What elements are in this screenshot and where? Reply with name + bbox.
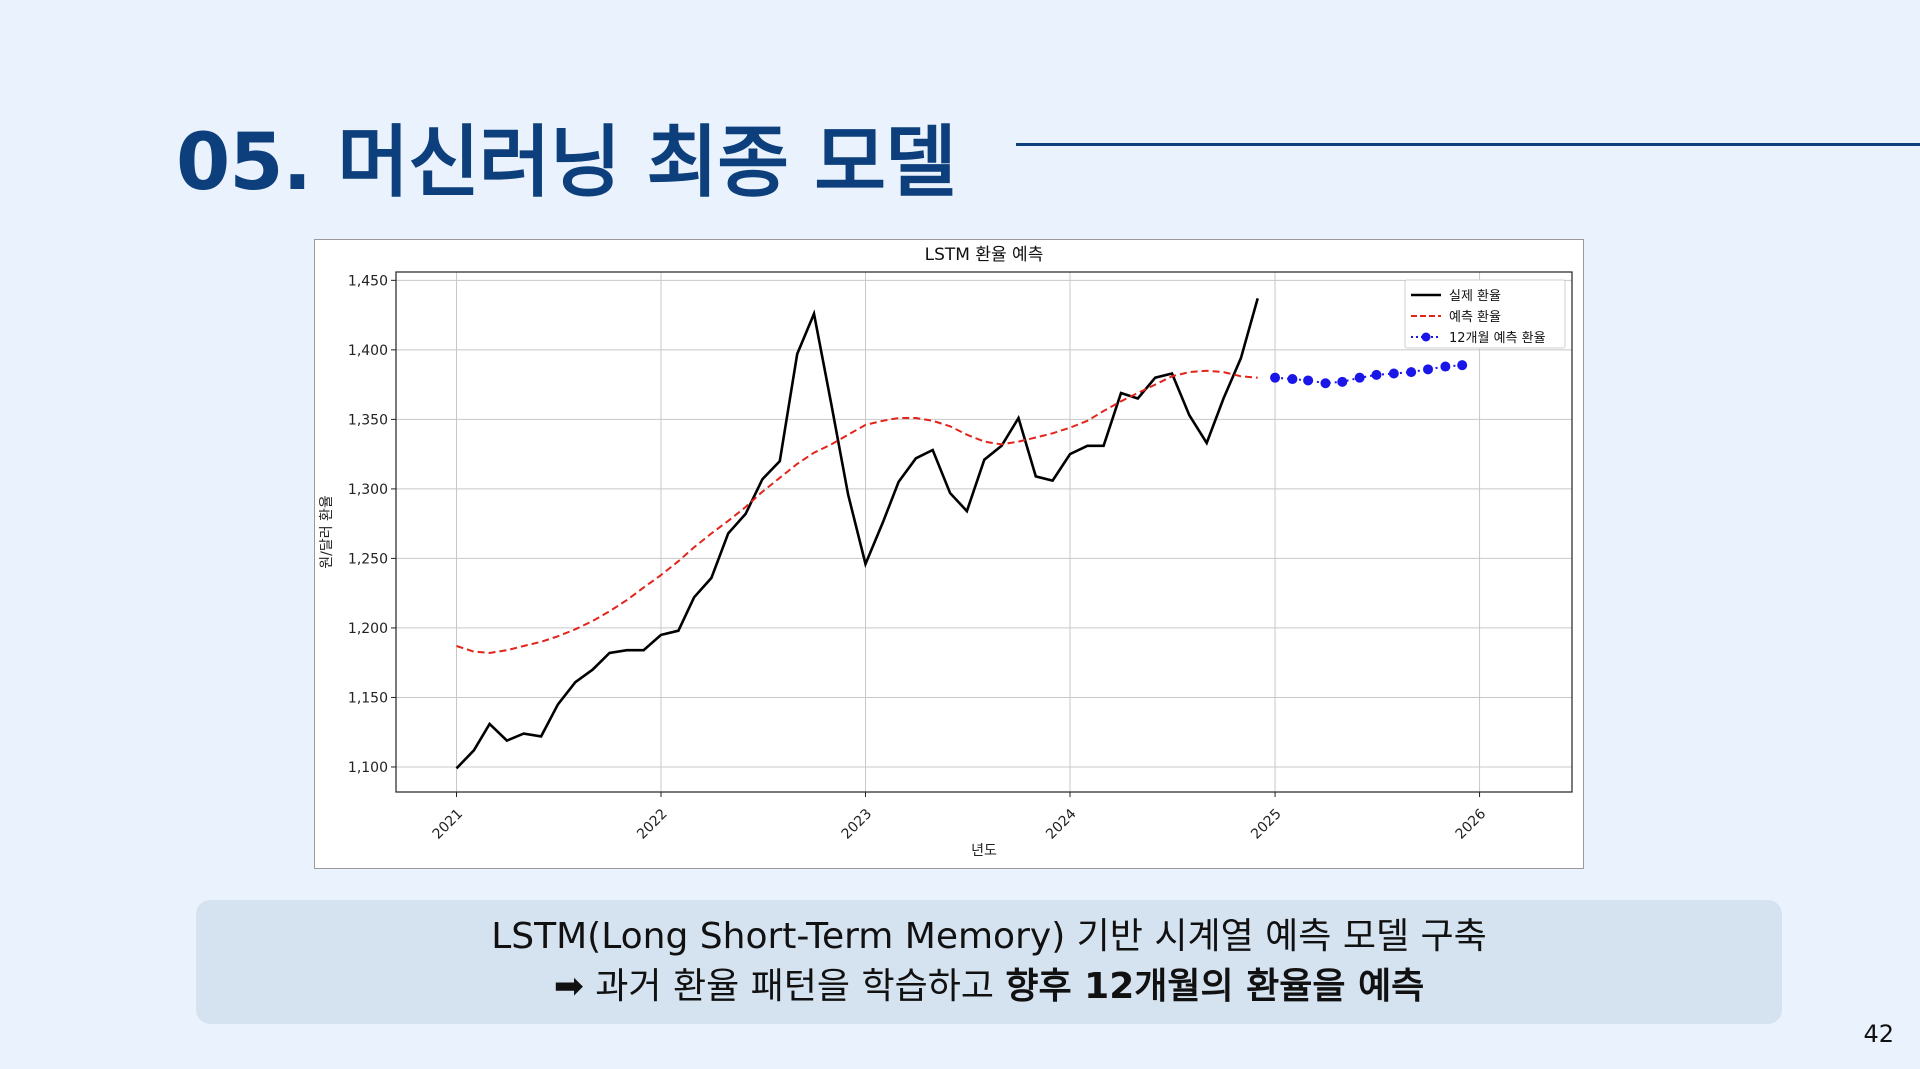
y-tick-label: 1,400 — [348, 343, 388, 359]
y-tick-label: 1,250 — [348, 551, 388, 567]
legend-box — [1404, 279, 1566, 349]
x-tick-label: 2022 — [634, 806, 671, 843]
slide-title: 05. 머신러닝 최종 모델 — [176, 118, 957, 208]
x-tick-layer: 2021 2022 2023 2024 2025 2026 — [430, 792, 1490, 843]
caption-bold-text: 향후 12개월의 환율을 예측 — [1005, 966, 1425, 1007]
arrow-icon: ➡ — [553, 966, 584, 1007]
legend-marker — [1421, 332, 1431, 342]
caption-line-2: ➡ 과거 환율 패턴을 학습하고 향후 12개월의 환율을 예측 — [554, 962, 1425, 1012]
series-line-2 — [456, 369, 1258, 655]
forecast-point — [1337, 376, 1348, 387]
x-axis-label: 년도 — [971, 843, 997, 859]
forecast-point — [1303, 375, 1314, 386]
title-divider — [1016, 143, 1920, 146]
legend-label-3: 12개월 예측 환율 — [1449, 331, 1546, 346]
forecast-point — [1320, 378, 1331, 389]
grid-layer — [396, 272, 1572, 792]
forecast-point — [1440, 361, 1451, 372]
x-tick-label: 2026 — [1453, 806, 1490, 843]
y-tick-label: 1,150 — [348, 690, 388, 706]
x-tick-label: 2024 — [1043, 806, 1080, 843]
chart-frame: 1,100 1,150 1,200 1,250 1,300 1,350 1,400 1,450… — [314, 239, 1584, 869]
caption-box: LSTM(Long Short-Term Memory) 기반 시계열 예측 모… — [196, 900, 1782, 1024]
forecast-point — [1423, 364, 1434, 375]
x-tick-label: 2021 — [430, 806, 467, 843]
forecast-point — [1457, 360, 1468, 371]
chart-title: LSTM 환율 예측 — [925, 245, 1044, 265]
legend-label-1: 실제 환율 — [1449, 289, 1501, 304]
y-tick-label: 1,350 — [348, 412, 388, 428]
forecast-point — [1354, 372, 1365, 383]
forecast-point — [1371, 369, 1382, 380]
y-tick-label: 1,100 — [348, 760, 388, 776]
y-tick-label: 1,200 — [348, 621, 388, 637]
series-line-1 — [455, 298, 1259, 770]
forecast-point — [1406, 367, 1417, 378]
y-tick-label: 1,300 — [348, 482, 388, 498]
legend-label-2: 예측 환율 — [1449, 310, 1501, 325]
y-axis-label: 원/달러 환율 — [319, 495, 335, 569]
y-tick-layer: 1,100 1,150 1,200 1,250 1,300 1,350 1,400 1,450 — [348, 273, 396, 776]
lstm-chart: 1,100 1,150 1,200 1,250 1,300 1,350 1,400 1,450… — [319, 245, 1573, 859]
caption-line-1: LSTM(Long Short-Term Memory) 기반 시계열 예측 모… — [491, 916, 1487, 957]
x-tick-label: 2023 — [839, 806, 876, 843]
forecast-point — [1287, 374, 1298, 385]
forecast-point — [1388, 368, 1399, 379]
x-tick-label: 2025 — [1248, 806, 1285, 843]
caption-plain-text: 과거 환율 패턴을 학습하고 — [583, 966, 1006, 1007]
forecast-point — [1270, 372, 1281, 383]
page-number: 42 — [1863, 1020, 1894, 1048]
y-tick-label: 1,450 — [348, 273, 388, 289]
plot-border — [395, 271, 1573, 793]
series-layer — [455, 298, 1468, 770]
